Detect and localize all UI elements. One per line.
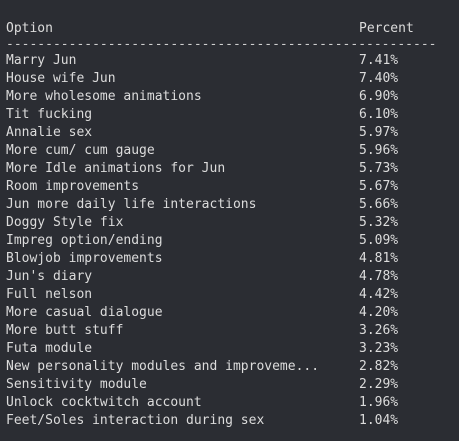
table-body: Marry Jun 7.41% House wife Jun 7.40% More wh… [6,52,459,430]
table-row: Annalie sex 5.97% [6,124,459,142]
row-percent: 5.96% [359,143,399,158]
table-row: Futa module 3.23% [6,340,459,358]
table-row: Sensitivity module 2.29% [6,376,459,394]
row-percent: 4.81% [359,251,399,266]
table-row: More butt stuff 3.26% [6,322,459,340]
table-row: More Idle animations for Jun 5.73% [6,160,459,178]
table-row: More casual dialogue 4.20% [6,304,459,322]
row-percent: 5.09% [359,233,399,248]
row-option: More butt stuff [6,323,124,338]
row-percent: 3.23% [359,341,399,356]
row-percent: 7.40% [359,71,399,86]
table-row: Jun's diary 4.78% [6,268,459,286]
row-percent: 1.04% [359,413,399,428]
row-option: House wife Jun [6,71,116,86]
row-option: Jun's diary [6,269,93,284]
row-percent: 4.78% [359,269,399,284]
row-percent: 5.67% [359,179,399,194]
header-separator: ----------------------------------------… [6,38,437,52]
row-percent: 6.10% [359,107,399,122]
row-option: More wholesome animations [6,89,202,104]
table-row: More cum/ cum gauge 5.96% [6,142,459,160]
row-percent: 2.82% [359,359,399,374]
table-row: More wholesome animations 6.90% [6,88,459,106]
table-row: Jun more daily life interactions 5.66% [6,196,459,214]
row-option: Full nelson [6,287,93,302]
table-row: Impreg option/ending 5.09% [6,232,459,250]
table-row: Blowjob improvements 4.81% [6,250,459,268]
row-option: Annalie sex [6,125,93,140]
row-percent: 2.29% [359,377,399,392]
table-row: Marry Jun 7.41% [6,52,459,70]
row-option: Jun more daily life interactions [6,197,257,212]
column-header-option: Option [6,21,53,36]
table-row: Doggy Style fix 5.32% [6,214,459,232]
row-option: More casual dialogue [6,305,163,320]
table-header: Option Percent [6,20,459,38]
table-row: Room improvements 5.67% [6,178,459,196]
table-row: Tit fucking 6.10% [6,106,459,124]
row-option: Futa module [6,341,93,356]
table-row: New personality modules and improveme...… [6,358,459,376]
row-option: Unlock cocktwitch account [6,395,202,410]
row-option: Feet/Soles interaction during sex [6,413,265,428]
column-header-percent: Percent [359,21,414,36]
table-row: Full nelson 4.42% [6,286,459,304]
row-option: Doggy Style fix [6,215,124,230]
table-row: House wife Jun 7.40% [6,70,459,88]
table-row: Unlock cocktwitch account 1.96% [6,394,459,412]
row-option: More cum/ cum gauge [6,143,155,158]
row-option: Tit fucking [6,107,93,122]
row-percent: 5.32% [359,215,399,230]
row-option: Impreg option/ending [6,233,163,248]
row-percent: 1.96% [359,395,399,410]
table-row: Feet/Soles interaction during sex 1.04% [6,412,459,430]
row-option: New personality modules and improveme... [6,359,320,374]
row-percent: 3.26% [359,323,399,338]
row-option: Room improvements [6,179,140,194]
row-option: More Idle animations for Jun [6,161,226,176]
row-percent: 5.73% [359,161,399,176]
row-percent: 4.42% [359,287,399,302]
row-option: Marry Jun [6,53,77,68]
row-percent: 7.41% [359,53,399,68]
row-percent: 4.20% [359,305,399,320]
row-option: Blowjob improvements [6,251,163,266]
row-percent: 6.90% [359,89,399,104]
row-percent: 5.97% [359,125,399,140]
row-option: Sensitivity module [6,377,147,392]
row-percent: 5.66% [359,197,399,212]
